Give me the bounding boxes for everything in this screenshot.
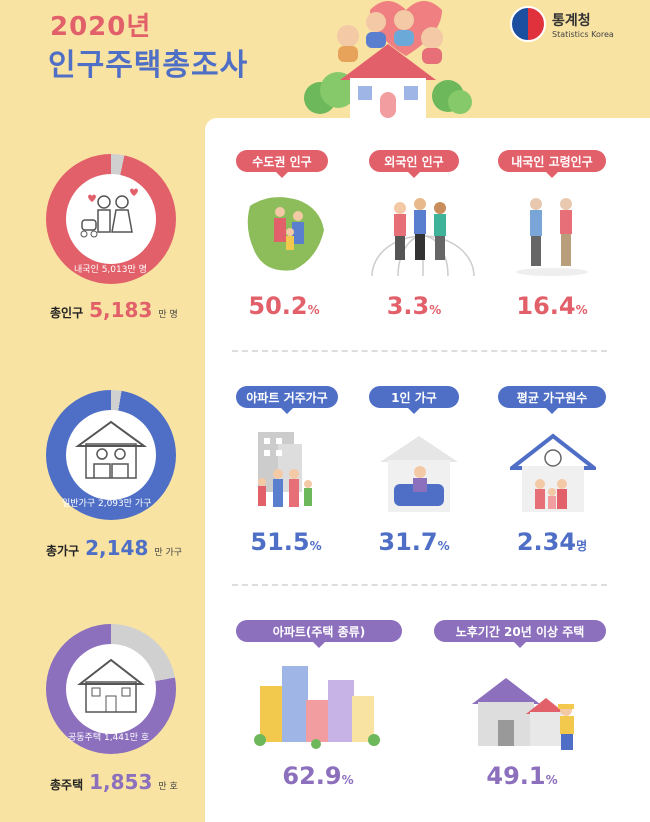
stat-apartment-household-pill: 아파트 거주가구 [236,386,338,414]
total-households-label: 총가구 [46,544,80,558]
stat-avg-household-number: 2.34 [516,528,577,556]
family-house-illustration [304,1,472,118]
households-donut-label: 일반가구 2,093만 가구 [62,499,152,509]
avg-household-house-icon [510,433,596,512]
foreigner-globe-icon [371,198,475,277]
stat-apartment-household-value: 51.5% [236,528,336,556]
total-housing-value: 1,853 [89,770,153,794]
stat-foreigner-value: 3.3% [369,292,459,320]
households-donut: 일반가구 2,093만 가구 [46,390,176,520]
total-population: 총인구 5,183 만 명 [50,298,178,322]
stat-capital-area-value: 50.2% [236,292,332,320]
stat-foreigner-number: 3.3 [386,292,430,320]
divider [232,350,607,352]
house-icon [77,658,145,713]
stat-apartment-type-pill: 아파트(주택 종류) [236,620,402,648]
stat-old-housing-pill: 노후기간 20년 이상 주택 [434,620,606,648]
stat-old-housing-unit: % [545,773,558,787]
total-housing-label: 총주택 [50,778,84,792]
divider [232,584,607,586]
population-donut-inner [66,174,156,264]
stat-elderly-value: 16.4% [498,292,606,320]
stat-elderly-pill: 내국인 고령인구 [498,150,606,178]
family-stroller-icon [80,188,138,238]
old-housing-worker-icon [472,678,574,750]
stat-apartment-household-unit: % [309,539,322,553]
housing-donut-label: 공동주택 1,441만 호 [68,733,150,743]
year-heading: 2020년 [50,12,152,42]
stat-foreigner-unit: % [429,303,442,317]
stat-apartment-type-value: 62.9% [270,762,366,790]
total-households: 총가구 2,148 만 가구 [46,536,182,560]
elderly-couple-icon [516,198,588,276]
stat-single-household-value: 31.7% [369,528,459,556]
population-donut-label: 내국인 5,013만 명 [74,265,147,275]
housing-donut-inner [66,644,156,734]
stat-old-housing-value: 49.1% [474,762,570,790]
stat-capital-area-pill: 수도권 인구 [236,150,328,178]
stat-elderly-number: 16.4 [516,292,576,320]
logo-name-en: Statistics Korea [552,29,614,39]
total-housing: 총주택 1,853 만 호 [50,770,178,794]
stat-apartment-type-unit: % [341,773,354,787]
capital-area-map-icon [247,197,324,271]
stat-single-household-number: 31.7 [378,528,438,556]
households-donut-inner [66,410,156,500]
population-donut: 내국인 5,013만 명 [46,154,176,284]
logo-name-ko: 통계청 [552,12,591,29]
housing-donut: 공동주택 1,441만 호 [46,624,176,754]
statistics-korea-logo: 통계청 Statistics Korea [510,6,614,42]
taegeuk-icon [510,6,546,42]
stat-avg-household-pill: 평균 가구원수 [498,386,606,414]
family-home-icon [74,420,148,479]
stat-single-household-pill: 1인 가구 [369,386,459,414]
stat-avg-household-value: 2.34명 [498,528,606,556]
apartment-buildings-icon [254,666,380,749]
apartment-family-icon [258,432,312,507]
total-population-label: 총인구 [50,306,84,320]
total-population-unit: 만 명 [158,310,178,320]
stat-capital-area-unit: % [307,303,320,317]
stat-apartment-type-number: 62.9 [282,762,342,790]
total-population-value: 5,183 [89,298,153,322]
total-households-unit: 만 가구 [154,548,183,558]
stat-capital-area-number: 50.2 [248,292,308,320]
total-housing-unit: 만 호 [158,782,178,792]
stat-apartment-household-number: 51.5 [250,528,310,556]
stat-avg-household-unit: 명 [576,539,588,553]
total-households-value: 2,148 [85,536,149,560]
single-household-icon [380,436,458,512]
page-title: 인구주택총조사 [48,48,249,83]
stat-elderly-unit: % [575,303,588,317]
stat-foreigner-pill: 외국인 인구 [369,150,459,178]
stat-single-household-unit: % [437,539,450,553]
stat-old-housing-number: 49.1 [486,762,546,790]
